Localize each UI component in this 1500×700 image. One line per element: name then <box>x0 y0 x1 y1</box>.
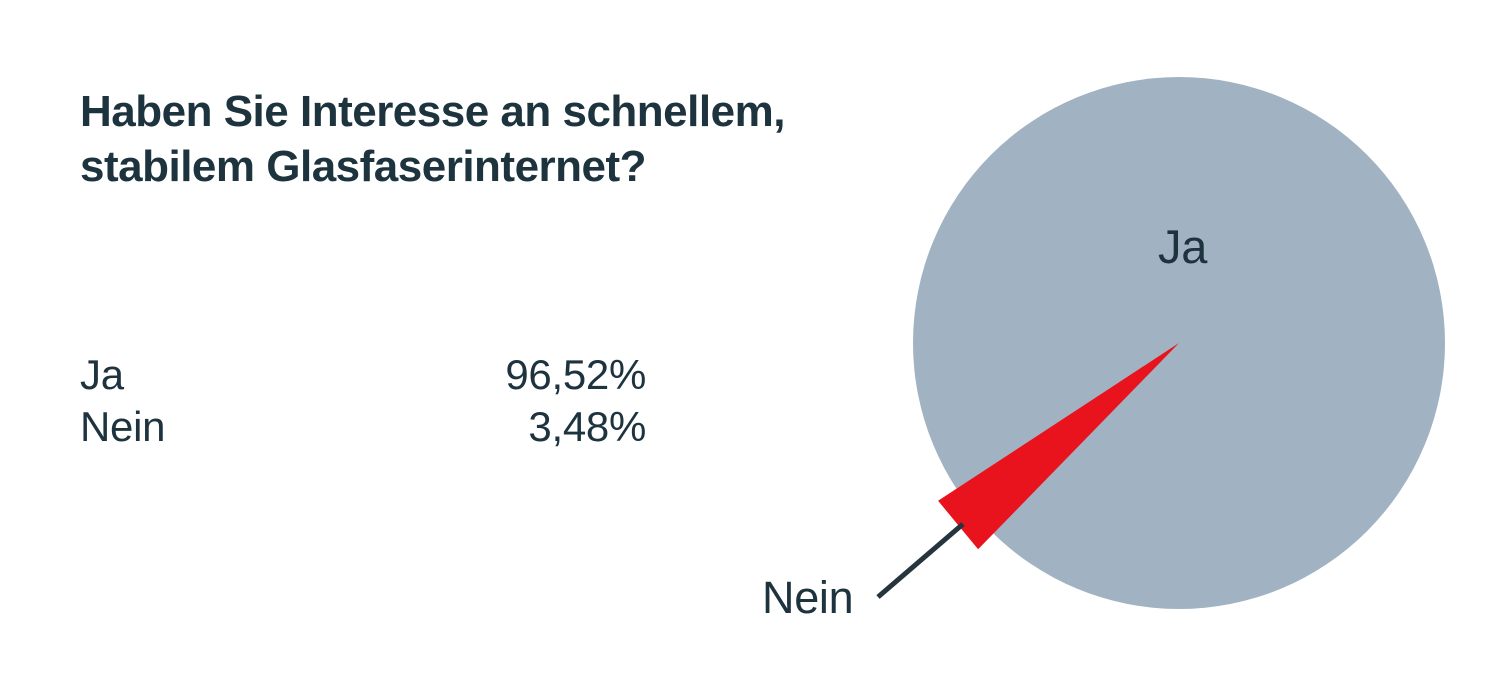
pie-slice-nein <box>938 343 1179 550</box>
legend-row-ja: Ja 96,52% <box>80 349 646 401</box>
chart-title-line-1: Haben Sie Interesse an schnellem, <box>80 87 785 136</box>
pie-label-ja: Ja <box>1158 220 1208 273</box>
legend-value-ja: 96,52% <box>505 351 646 398</box>
legend-label-nein: Nein <box>80 403 166 450</box>
legend-label-ja: Ja <box>80 351 124 398</box>
legend-row-nein: Nein 3,48% <box>80 401 646 453</box>
chart-title-line-2: stabilem Glasfaserinternet? <box>80 142 647 191</box>
nein-callout-line <box>876 522 965 599</box>
legend: Ja 96,52% Nein 3,48% <box>80 349 646 453</box>
legend-value-nein: 3,48% <box>528 403 646 450</box>
pie-label-nein: Nein <box>762 572 854 623</box>
chart-title: Haben Sie Interesse an schnellem, stabil… <box>80 84 900 194</box>
